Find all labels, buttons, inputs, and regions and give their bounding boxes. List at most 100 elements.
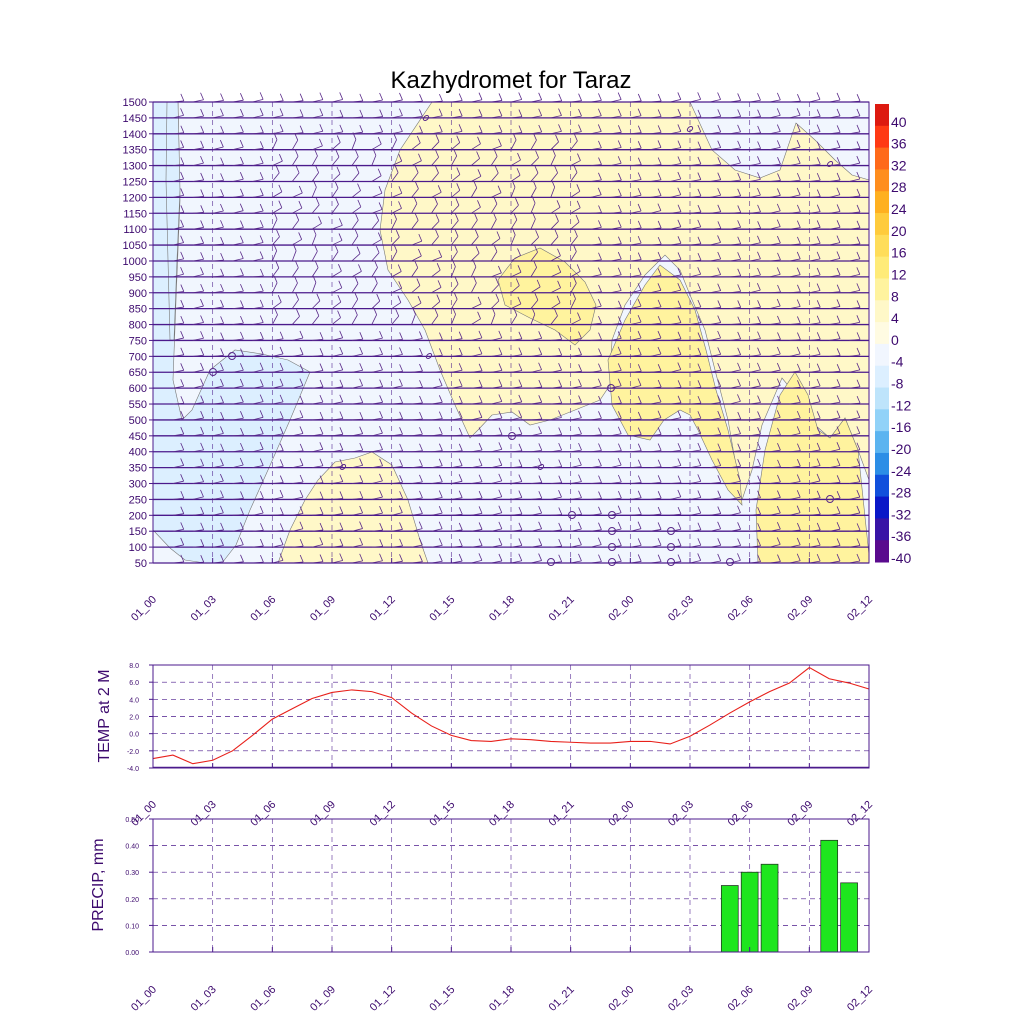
wind-barb [272, 301, 282, 309]
wind-barb-flag [319, 124, 324, 132]
wind-barb [769, 353, 781, 357]
wind-barb [570, 172, 578, 182]
wind-barb-flag [797, 380, 801, 388]
wind-barb [689, 417, 701, 421]
wind-barb [849, 449, 861, 453]
wind-barb [431, 191, 442, 198]
wind-barb-flag [598, 506, 602, 514]
wind-barb [749, 274, 761, 278]
wind-barb [491, 354, 503, 357]
wind-barb-flag [180, 347, 185, 355]
x-tick-label: 01_12 [368, 594, 398, 624]
wind-barb [212, 290, 224, 294]
wind-barb-flag [535, 230, 539, 238]
wind-barb [729, 179, 741, 182]
wind-barb [650, 179, 662, 182]
wind-barb-flag [836, 379, 841, 387]
wind-barb-flag [836, 538, 841, 546]
wind-barb [630, 482, 642, 484]
wind-barb-flag [518, 427, 523, 435]
wind-barb-flag [338, 264, 342, 272]
wind-barb-flag [538, 124, 543, 133]
wind-barb [590, 322, 602, 325]
wind-barb-flag [677, 171, 682, 180]
wind-barb [709, 528, 721, 532]
wind-barb-flag [458, 124, 463, 132]
wind-barb-flag [359, 346, 364, 355]
wind-barb-flag [617, 457, 622, 466]
wind-barb-flag [757, 362, 761, 371]
wind-barb-flag [598, 475, 602, 483]
wind-barb-flag [359, 490, 364, 499]
wind-barb-flag [336, 166, 341, 175]
wind-barb-flag [359, 475, 364, 483]
wind-barb-flag [240, 411, 244, 419]
wind-barb [789, 544, 801, 548]
wind-barb-flag [419, 537, 423, 546]
wind-barb [689, 148, 701, 151]
y-tick-label: -2.0 [127, 749, 139, 756]
x-tick-label: 01_09 [308, 984, 338, 1014]
wind-barb-flag [335, 197, 339, 205]
wind-barb-flag [220, 443, 224, 451]
wind-barb-flag [717, 427, 722, 435]
wind-barb [570, 544, 582, 548]
wind-barb-flag [275, 165, 280, 174]
wind-barb [471, 115, 483, 119]
wind-barb-flag [856, 505, 861, 514]
wind-barb [789, 401, 801, 405]
wind-barb [431, 450, 443, 453]
wind-barb [630, 402, 642, 405]
wind-barb [749, 211, 761, 214]
wind-barb [351, 402, 363, 405]
wind-barb-flag [414, 165, 419, 173]
wind-barb [212, 210, 224, 214]
wind-barb [849, 227, 861, 230]
wind-barb-flag [677, 252, 682, 260]
wind-barb-flag [279, 378, 284, 386]
wind-barb-flag [657, 379, 662, 388]
wind-barb [650, 243, 662, 246]
wind-barb [232, 307, 244, 310]
wind-barb [331, 481, 343, 484]
wind-barb-flag [240, 363, 244, 371]
wind-barb-flag [398, 201, 402, 209]
wind-barb-flag [776, 124, 781, 132]
wind-barb-flag [478, 379, 483, 388]
calm-marker [608, 527, 616, 535]
wind-barb-flag [757, 395, 761, 403]
wind-barb-flag [518, 443, 523, 451]
wind-barb [192, 290, 204, 294]
wind-barb-flag [598, 93, 602, 101]
wind-barb-flag [458, 458, 463, 466]
wind-barb-flag [777, 252, 781, 261]
wind-barb-flag [637, 459, 642, 467]
colorbar: 4036322824201612840-4-8-12-16-20-24-28-3… [875, 104, 911, 566]
wind-barb-flag [478, 506, 483, 514]
wind-barb [769, 305, 781, 310]
wind-barb [252, 275, 264, 278]
wind-barb-flag [677, 124, 682, 132]
wind-barb-flag [558, 363, 562, 371]
wind-barb-flag [717, 140, 722, 148]
wind-barb-flag [315, 308, 320, 316]
wind-barb-flag [816, 189, 821, 197]
wind-barb-flag [737, 553, 741, 561]
wind-barb [809, 322, 821, 325]
wind-barb [630, 466, 642, 469]
wind-barb [232, 449, 244, 453]
wind-barb [849, 417, 860, 421]
wind-barb [550, 141, 559, 150]
wind-barb [172, 544, 184, 548]
wind-barb-flag [357, 199, 362, 208]
wind-barb-flag [598, 363, 602, 371]
wind-barb-flag [299, 410, 304, 418]
wind-barb-flag [398, 281, 403, 289]
wind-barb-flag [757, 347, 761, 355]
wind-barb [212, 465, 224, 469]
wind-barb [371, 155, 377, 166]
wind-barb-flag [180, 188, 185, 196]
colorbar-label: -8 [891, 376, 904, 392]
wind-barb [809, 544, 821, 548]
wind-barb [431, 115, 443, 119]
